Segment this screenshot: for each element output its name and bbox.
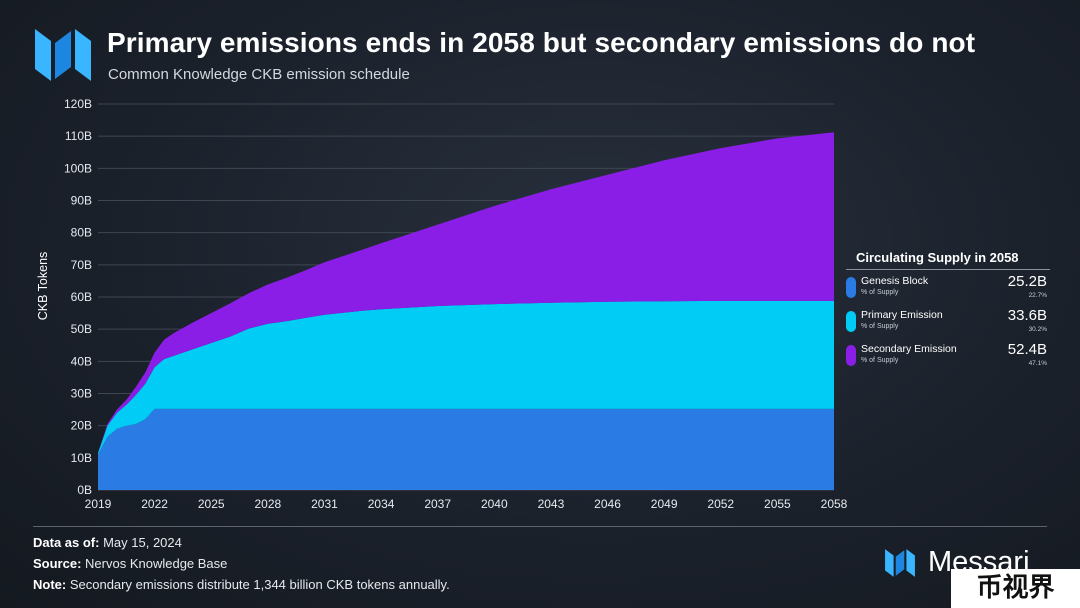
x-tick-label: 2019 xyxy=(85,497,112,511)
source-label: Source: xyxy=(33,556,82,571)
secondary-area xyxy=(98,132,834,454)
x-tick-label: 2043 xyxy=(538,497,565,511)
y-axis-label: CKB Tokens xyxy=(36,252,50,321)
note-label: Note: xyxy=(33,577,67,592)
x-tick-label: 2058 xyxy=(821,497,848,511)
legend-item-label: Secondary Emission xyxy=(861,343,957,355)
y-tick-label: 30B xyxy=(71,387,92,401)
y-tick-label: 60B xyxy=(71,290,92,304)
x-tick-label: 2040 xyxy=(481,497,508,511)
y-tick-label: 90B xyxy=(71,194,92,208)
legend-item-sublabel: % of Supply xyxy=(861,357,899,364)
legend-panel: Circulating Supply in 2058 Genesis Block… xyxy=(846,250,1050,372)
legend-item-value: 33.6B xyxy=(1007,307,1047,324)
messari-brand-icon xyxy=(885,549,915,577)
x-tick-label: 2028 xyxy=(254,497,281,511)
legend-item-percent: 22.7% xyxy=(1028,292,1047,299)
legend-item-label: Primary Emission xyxy=(861,309,943,321)
data-as-of-label: Data as of: xyxy=(33,535,100,550)
x-tick-label: 2025 xyxy=(198,497,225,511)
x-tick-label: 2022 xyxy=(141,497,168,511)
x-tick-label: 2055 xyxy=(764,497,791,511)
legend-item-sublabel: % of Supply xyxy=(861,289,899,296)
watermark: 币视界 xyxy=(951,569,1080,608)
legend-item-label: Genesis Block xyxy=(861,275,929,287)
x-tick-label: 2037 xyxy=(424,497,451,511)
source-value: Nervos Knowledge Base xyxy=(85,556,228,571)
genesis-swatch xyxy=(846,277,856,298)
y-tick-label: 0B xyxy=(77,483,92,497)
page-subtitle: Common Knowledge CKB emission schedule xyxy=(108,66,410,83)
y-tick-label: 40B xyxy=(71,354,92,368)
note-line: Note: Secondary emissions distribute 1,3… xyxy=(33,577,450,592)
legend-item-genesis: Genesis Block % of Supply 25.2B 22.7% xyxy=(846,272,1050,304)
x-tick-label: 2049 xyxy=(651,497,678,511)
source-line: Source: Nervos Knowledge Base xyxy=(33,556,227,571)
x-tick-label: 2052 xyxy=(707,497,734,511)
y-tick-label: 100B xyxy=(64,161,92,175)
y-tick-label: 50B xyxy=(71,322,92,336)
y-tick-label: 20B xyxy=(71,419,92,433)
legend-item-value: 25.2B xyxy=(1007,273,1047,290)
footer-divider xyxy=(33,526,1047,527)
legend-item-sublabel: % of Supply xyxy=(861,323,899,330)
y-tick-label: 10B xyxy=(71,451,92,465)
y-tick-label: 110B xyxy=(65,129,92,143)
y-tick-label: 120B xyxy=(64,97,92,111)
legend-item-percent: 30.2% xyxy=(1028,326,1047,333)
legend-title: Circulating Supply in 2058 xyxy=(846,250,1050,270)
legend-item-primary: Primary Emission % of Supply 33.6B 30.2% xyxy=(846,306,1050,338)
legend-item-secondary: Secondary Emission % of Supply 52.4B 47.… xyxy=(846,340,1050,372)
y-tick-label: 70B xyxy=(71,258,92,272)
data-as-of: Data as of: May 15, 2024 xyxy=(33,535,182,550)
page-title: Primary emissions ends in 2058 but secon… xyxy=(107,27,976,58)
primary-swatch xyxy=(846,311,856,332)
messari-logo-icon xyxy=(35,29,91,81)
note-value: Secondary emissions distribute 1,344 bil… xyxy=(69,577,450,592)
x-tick-label: 2034 xyxy=(368,497,395,511)
genesis-area xyxy=(98,408,834,490)
y-tick-label: 80B xyxy=(71,226,92,240)
legend-item-percent: 47.1% xyxy=(1028,360,1047,367)
data-as-of-value: May 15, 2024 xyxy=(103,535,182,550)
primary-area xyxy=(98,300,834,455)
secondary-swatch xyxy=(846,345,856,366)
x-tick-label: 2046 xyxy=(594,497,621,511)
x-tick-label: 2031 xyxy=(311,497,338,511)
legend-item-value: 52.4B xyxy=(1007,341,1047,358)
